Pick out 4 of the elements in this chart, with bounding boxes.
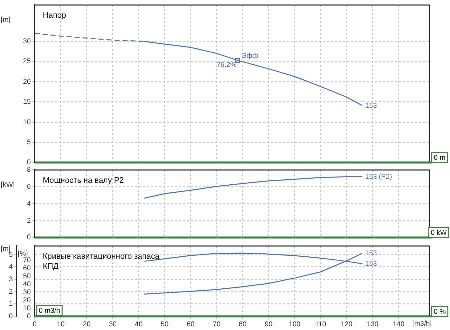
text: Мощность на валу P2 xyxy=(43,176,125,186)
text: Кривые кавитационного запаса xyxy=(43,252,160,262)
text: КПД xyxy=(43,262,60,272)
text: Напор xyxy=(43,11,68,20)
